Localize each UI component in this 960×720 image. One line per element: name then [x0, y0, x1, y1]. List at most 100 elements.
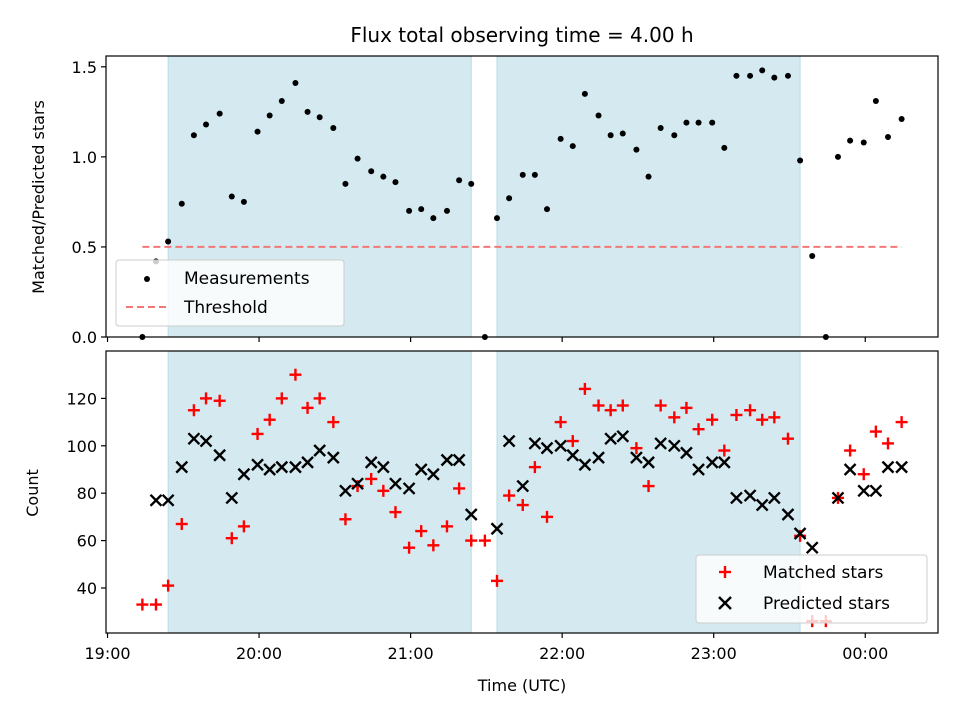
- top-panel: 0.0 0.5 1.0 1.5 Matched/Predicted stars Mea…: [29, 55, 939, 347]
- matched-star-point: [744, 404, 757, 417]
- matched-star-point: [578, 382, 591, 395]
- top-panel-y-tick-label: 1.0: [72, 148, 97, 167]
- predicted-star-point: [402, 482, 416, 495]
- predicted-star-point: [528, 437, 542, 450]
- matched-star-point: [289, 368, 302, 381]
- matched-star-point: [616, 399, 629, 412]
- matched-star-point: [415, 525, 428, 538]
- matched-star-point: [263, 413, 276, 426]
- predicted-stars-legend-marker: [718, 596, 732, 610]
- measurement-point: [354, 155, 361, 162]
- x-tick-label: 00:00: [842, 644, 888, 663]
- predicted-star-point: [199, 434, 213, 448]
- predicted-star-point: [654, 437, 668, 450]
- matched-star-point: [881, 437, 894, 450]
- matched-star-point: [503, 489, 516, 502]
- top-panel-legend: Measurements Threshold: [115, 259, 345, 327]
- predicted-star-point: [502, 434, 516, 448]
- measurement-point: [860, 139, 867, 146]
- matched-star-point: [869, 425, 882, 438]
- predicted-star-point: [289, 460, 302, 474]
- bottom-panel-y-tick-label: 40: [77, 579, 97, 598]
- matched-star-point: [187, 404, 200, 417]
- matched-star-point: [175, 517, 188, 530]
- measurement-point: [733, 72, 740, 79]
- matched-star-point: [566, 435, 579, 448]
- matched-star-point: [554, 416, 567, 429]
- measurement-point: [519, 171, 526, 178]
- matched-star-point: [377, 484, 390, 497]
- matched-star-point: [225, 532, 238, 545]
- matched-star-point: [162, 579, 175, 592]
- predicted-star-point: [364, 456, 378, 469]
- matched-star-point: [895, 416, 908, 429]
- matched-star-point: [465, 534, 478, 547]
- predicted-star-point: [161, 493, 175, 507]
- measurement-point: [771, 74, 778, 81]
- matched-star-point: [781, 432, 794, 445]
- predicted-star-point: [857, 484, 871, 498]
- predicted-star-point: [805, 541, 819, 555]
- predicted-star-point: [440, 453, 454, 467]
- predicted-star-point: [843, 463, 857, 476]
- bottom-panel-y-tick-label: 60: [77, 532, 97, 551]
- measurement-point: [178, 200, 185, 207]
- measurement-point: [544, 206, 551, 213]
- measurement-point: [709, 119, 716, 126]
- legend-box: [695, 554, 928, 624]
- matched-star-point: [692, 423, 705, 436]
- measurement-point: [216, 110, 223, 117]
- predicted-star-point: [175, 460, 189, 474]
- predicted-star-point: [225, 491, 239, 505]
- bottom-panel-y-ticks: 40 60 80 100 120: [66, 389, 106, 598]
- x-tick-label: 22:00: [539, 644, 585, 663]
- predicted-star-point: [326, 451, 340, 464]
- matched-star-point: [642, 480, 655, 493]
- matched-star-point: [541, 510, 554, 523]
- measurement-point: [671, 132, 678, 139]
- predicted-star-point: [313, 444, 327, 457]
- chart-title: Flux total observing time = 4.00 h: [350, 23, 693, 47]
- matched-star-point: [680, 401, 693, 414]
- predicted-star-point: [869, 484, 883, 498]
- measurement-point: [456, 177, 463, 184]
- threshold-legend-label: Threshold: [183, 298, 268, 318]
- predicted-star-point: [743, 489, 757, 502]
- matched-star-point: [654, 399, 667, 412]
- measurement-point: [784, 72, 791, 79]
- predicted-star-point: [414, 463, 428, 476]
- measurement-point: [468, 180, 475, 187]
- predicted-star-point: [592, 451, 605, 464]
- measurement-point: [493, 215, 500, 222]
- matched-star-point: [339, 513, 352, 526]
- matched-star-point: [516, 499, 529, 512]
- bottom-panel-matched-stars: [136, 368, 908, 628]
- matched-star-point: [844, 444, 857, 457]
- predicted-star-point: [237, 467, 251, 481]
- top-panel-y-tick-label: 0.0: [72, 328, 97, 347]
- x-tick-label: 21:00: [388, 644, 434, 663]
- matched-star-point: [327, 416, 340, 429]
- measurement-point: [165, 238, 172, 245]
- matched-star-point: [136, 598, 149, 611]
- predicted-star-point: [554, 439, 567, 453]
- predicted-star-point: [767, 491, 781, 505]
- measurement-point: [418, 206, 425, 213]
- x-tick-label: 19:00: [84, 644, 130, 663]
- measurement-point: [872, 98, 879, 105]
- bottom-panel-y-axis-label: Count: [23, 469, 42, 517]
- top-panel-y-axis-label: Matched/Predicted stars: [29, 100, 48, 294]
- measurement-point: [633, 146, 640, 153]
- matched-star-point: [453, 482, 466, 495]
- top-panel-y-tick-label: 0.5: [72, 238, 97, 257]
- predicted-star-point: [692, 463, 705, 476]
- measurement-point: [657, 125, 664, 132]
- measurement-point: [368, 168, 375, 175]
- measurement-point: [581, 90, 588, 97]
- measurement-point: [443, 207, 450, 214]
- legend-box: [115, 259, 345, 327]
- predicted-star-point: [464, 508, 478, 521]
- measurement-point: [619, 130, 626, 137]
- measurement-point: [884, 134, 891, 141]
- matched-star-point: [756, 413, 769, 426]
